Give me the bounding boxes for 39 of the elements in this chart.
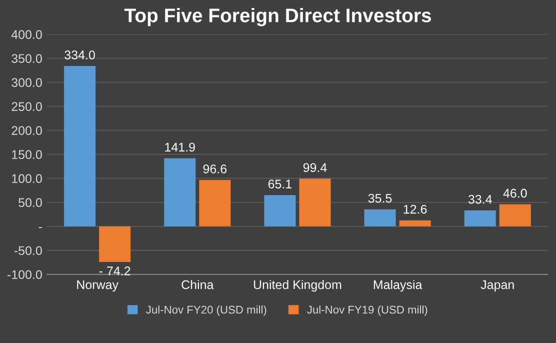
x-tick-label: Malaysia	[374, 280, 422, 292]
x-tick-label: Japan	[480, 280, 514, 292]
bar	[64, 66, 96, 226]
data-label: 46.0	[503, 188, 527, 198]
x-tick-label: United Kingdom	[254, 280, 342, 292]
y-tick-label: 250.0	[12, 102, 42, 111]
y-tick-label: 200.0	[12, 126, 42, 135]
y-tick-label: 50.0	[18, 198, 42, 208]
data-label: 334.0	[64, 50, 95, 60]
y-tick-label: -	[38, 227, 42, 228]
data-label: - 74.2	[99, 266, 130, 276]
bar	[364, 209, 396, 226]
x-tick-label: Norway	[77, 280, 118, 292]
bar	[164, 158, 196, 226]
bar	[464, 210, 496, 226]
bar	[499, 204, 531, 226]
y-tick-label: -50.0	[14, 246, 42, 256]
y-tick-label: -100.0	[8, 270, 42, 280]
x-tick-label: China	[182, 280, 214, 290]
legend-label: Jul-Nov FY20 (USD mill)	[146, 305, 266, 316]
data-label: 96.6	[203, 164, 227, 174]
bar	[299, 178, 331, 226]
data-label: 65.1	[268, 180, 292, 188]
y-tick-label: 150.0	[12, 150, 42, 159]
y-tick-label: 300.0	[12, 78, 42, 87]
bar	[199, 180, 231, 226]
y-tick-label: 350.0	[12, 54, 42, 63]
data-label: 141.9	[165, 142, 195, 152]
chart-title: Top Five Foreign Direct Investors	[124, 8, 432, 26]
legend-label: Jul-Nov FY19 (USD mill)	[307, 305, 428, 316]
data-label: 99.4	[303, 163, 327, 172]
bar	[99, 226, 131, 262]
data-label: 35.5	[368, 194, 392, 203]
data-label: 12.6	[404, 204, 427, 214]
bar	[264, 195, 296, 226]
y-tick-label: 100.0	[12, 174, 42, 184]
bar	[399, 220, 431, 226]
y-tick-label: 400.0	[11, 30, 42, 39]
data-label: 33.4	[468, 194, 492, 204]
